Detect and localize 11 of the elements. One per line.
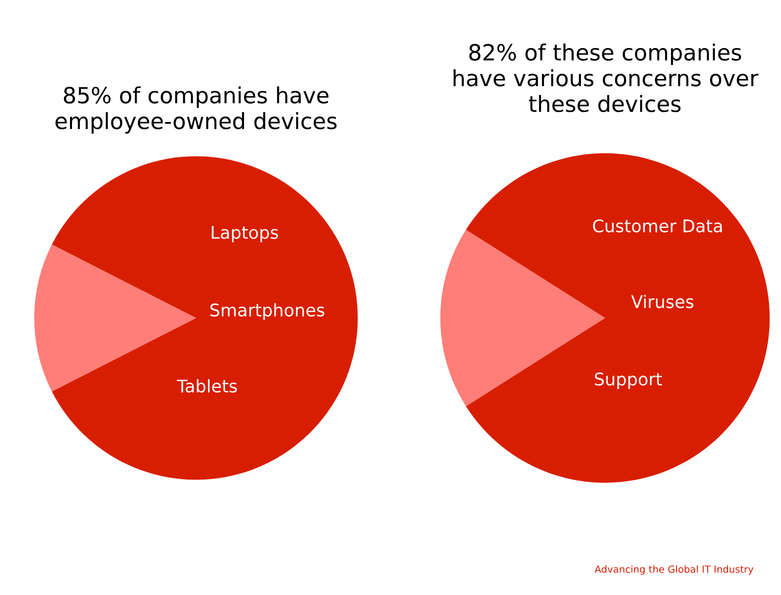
text: Tablets <box>176 379 237 393</box>
text: Viruses <box>631 294 694 308</box>
text: Advancing the Global IT Industry <box>594 565 754 575</box>
text: Smartphones <box>210 303 324 320</box>
pie-slice <box>52 156 358 480</box>
text: Laptops <box>212 226 278 242</box>
text: Support <box>594 372 662 389</box>
text: Customer Data <box>593 219 722 232</box>
chart-title: 85% of companies have employee-owned devices <box>56 86 337 134</box>
pie-slice <box>466 153 770 483</box>
chart-title: 82% of these companies have various concerns over these devices <box>454 44 758 112</box>
